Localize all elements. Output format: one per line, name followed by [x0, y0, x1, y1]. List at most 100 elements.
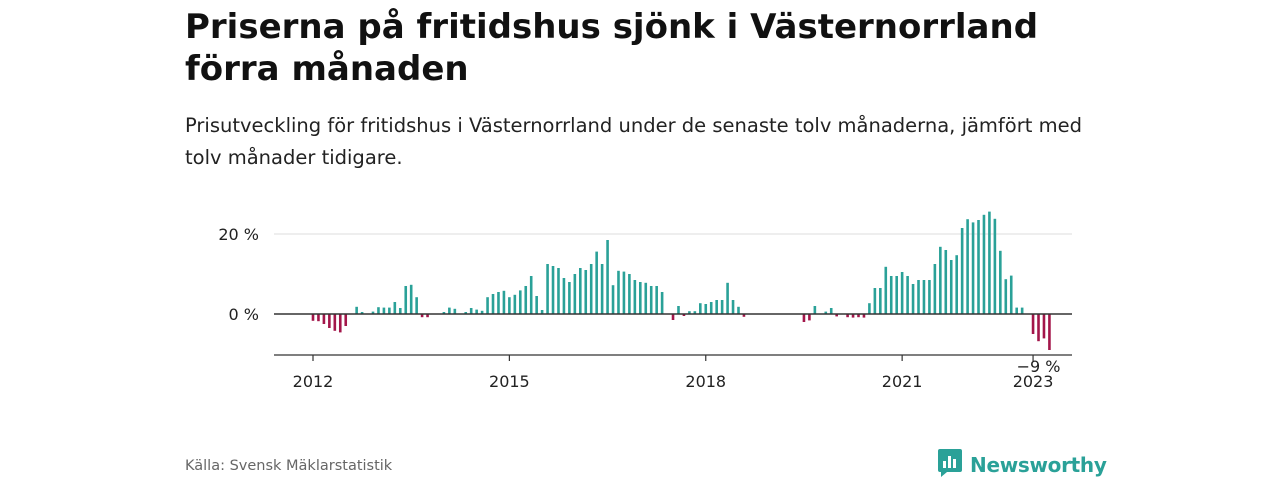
bar	[486, 297, 489, 314]
bar	[589, 264, 593, 314]
bar	[895, 276, 898, 314]
bar	[617, 270, 620, 314]
bar	[649, 286, 653, 314]
bar	[557, 268, 560, 314]
newsworthy-logo-icon	[937, 448, 963, 482]
bar	[448, 307, 451, 314]
brand-name: Newsworthy	[970, 453, 1107, 477]
bar	[628, 274, 631, 314]
bar	[709, 302, 713, 314]
source-note: Källa: Svensk Mäklarstatistik	[185, 458, 393, 474]
bar	[835, 314, 838, 317]
bar	[398, 308, 402, 314]
bar	[371, 311, 375, 314]
bar	[344, 314, 348, 326]
bar	[546, 264, 549, 314]
x-tick-label: 2015	[489, 372, 530, 391]
bar	[338, 314, 342, 333]
bar	[808, 314, 811, 321]
bar	[922, 280, 926, 314]
bar	[993, 218, 997, 314]
bar	[862, 314, 866, 318]
bar	[1020, 307, 1024, 314]
bar	[508, 297, 511, 314]
bar	[829, 308, 833, 314]
bar	[737, 306, 740, 314]
bar	[600, 264, 604, 314]
bar	[677, 306, 680, 314]
bar	[584, 270, 588, 314]
bar	[960, 228, 964, 314]
bar	[377, 307, 380, 314]
bar	[971, 222, 975, 314]
bar	[573, 274, 577, 314]
x-tick-label: 2012	[293, 372, 334, 391]
bar	[742, 314, 746, 317]
bar	[911, 284, 915, 314]
bar	[884, 266, 888, 314]
bar	[715, 300, 718, 314]
bar	[475, 309, 478, 314]
annotations: −9 %	[1017, 357, 1061, 376]
bar	[813, 306, 817, 314]
bar	[802, 314, 806, 322]
bar	[442, 312, 446, 314]
bar	[731, 300, 735, 314]
chart-title: Priserna på fritidshus sjönk i Västernor…	[185, 7, 1039, 89]
bar	[644, 282, 648, 314]
bar	[562, 278, 566, 314]
bar	[639, 282, 642, 314]
bar	[900, 272, 904, 314]
bar	[322, 314, 326, 324]
x-tick-label: 2021	[882, 372, 923, 391]
y-tick-label: 0 %	[229, 305, 259, 324]
bar	[611, 285, 615, 314]
bar	[966, 219, 969, 314]
y-tick-label: 20 %	[218, 225, 259, 244]
bar	[317, 314, 320, 322]
bar	[704, 304, 708, 314]
bar	[699, 303, 702, 314]
axes	[274, 313, 1072, 356]
bar	[426, 314, 429, 318]
bar	[906, 276, 909, 314]
bar	[982, 214, 986, 314]
bar	[889, 276, 893, 314]
bar	[928, 280, 931, 314]
bar	[655, 286, 658, 314]
bar	[1031, 314, 1035, 334]
bar	[311, 314, 315, 321]
bar	[518, 290, 522, 314]
bar	[1015, 307, 1018, 314]
annotation-label: −9 %	[1017, 357, 1061, 376]
x-tick-label: 2023	[1013, 372, 1054, 391]
bar	[388, 307, 391, 314]
bar	[540, 310, 544, 314]
x-ticks: 2012 2015 2018 2021 2023	[293, 355, 1054, 391]
bars	[311, 211, 1051, 350]
bar	[955, 255, 958, 314]
bar	[726, 282, 729, 314]
bar	[1009, 275, 1013, 314]
bar	[1048, 314, 1051, 350]
bar	[682, 314, 686, 316]
bar	[491, 294, 495, 314]
bar	[535, 296, 538, 314]
newsworthy-logo[interactable]: Newsworthy	[937, 448, 1107, 482]
bar	[409, 284, 413, 314]
bar	[480, 310, 484, 314]
bar	[453, 308, 457, 314]
bar	[595, 251, 598, 314]
bar	[988, 211, 991, 314]
bar	[333, 314, 337, 331]
bar	[999, 250, 1002, 314]
bar	[502, 290, 506, 314]
bar	[917, 280, 920, 314]
bar	[949, 260, 953, 314]
bar	[622, 271, 626, 314]
bar	[464, 312, 468, 314]
bar	[633, 280, 637, 314]
bar	[1042, 314, 1046, 339]
bar	[720, 300, 724, 314]
bar	[355, 306, 358, 314]
